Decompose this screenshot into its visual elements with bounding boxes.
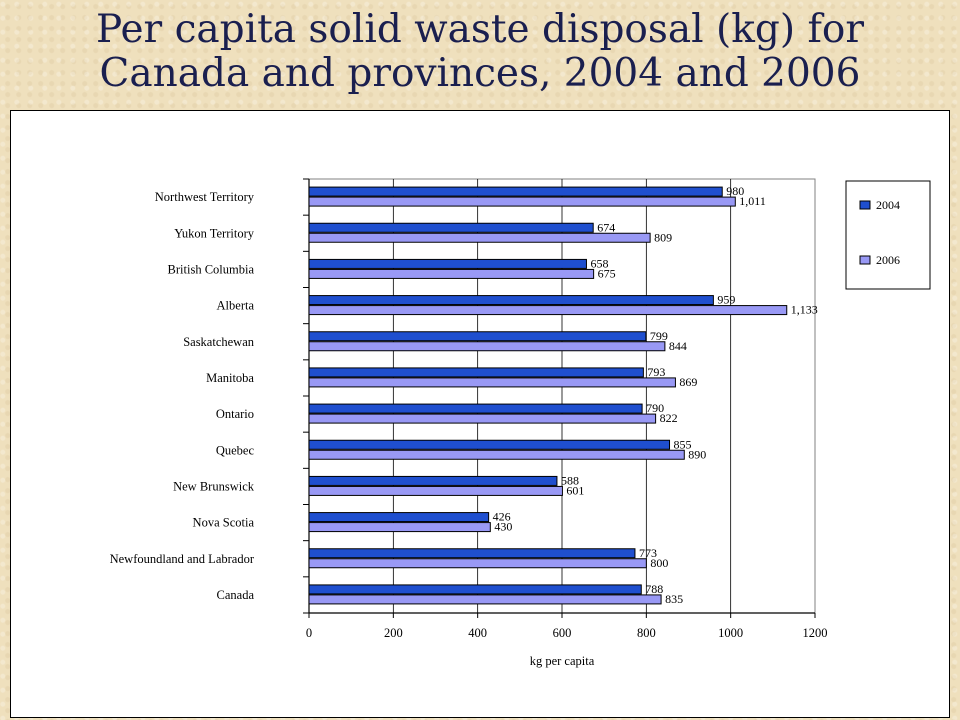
data-label: 790: [646, 401, 664, 415]
bar-2004-manitoba: [308, 367, 644, 378]
bar-2004-newfoundland-and-labrador: [308, 548, 636, 559]
data-label: 793: [647, 365, 665, 379]
category-label: Canada: [217, 588, 255, 602]
bar-2004-quebec: [308, 439, 671, 450]
bar-2006-alberta: [308, 305, 788, 316]
data-label: 426: [493, 510, 511, 524]
category-label: Saskatchewan: [183, 335, 255, 349]
category-label: Yukon Territory: [174, 226, 255, 240]
data-label: 658: [590, 256, 608, 270]
data-label: 890: [688, 447, 706, 461]
data-label: 773: [639, 546, 657, 560]
bar-2004-alberta: [308, 295, 714, 306]
bar-2004-yukon-territory: [308, 222, 594, 233]
data-label: 980: [726, 184, 744, 198]
x-tick-label: 400: [468, 626, 487, 640]
legend-label: 2006: [876, 253, 900, 267]
bar-2006-quebec: [308, 449, 685, 460]
data-label: 855: [674, 437, 692, 451]
category-label: Quebec: [216, 443, 255, 457]
bar-2006-northwest-territory: [308, 196, 736, 207]
bar-2004-british-columbia: [308, 258, 587, 269]
bar-2004-saskatchewan: [308, 331, 647, 342]
bar-2004-nova-scotia: [308, 512, 490, 523]
data-label: 1,011: [739, 194, 766, 208]
data-label: 809: [654, 230, 672, 244]
bar-2006-nova-scotia: [308, 522, 491, 533]
category-label: New Brunswick: [173, 479, 255, 493]
data-label: 800: [650, 556, 668, 570]
category-label: Manitoba: [206, 371, 254, 385]
data-label: 674: [597, 220, 615, 234]
x-tick-label: 200: [384, 626, 403, 640]
legend-box: [845, 180, 931, 290]
bar-2006-saskatchewan: [308, 341, 666, 352]
category-label: Nova Scotia: [193, 516, 255, 530]
category-label: Newfoundland and Labrador: [110, 552, 255, 566]
data-label: 601: [566, 483, 584, 497]
bar-2004-canada: [308, 584, 642, 595]
data-label: 430: [494, 520, 512, 534]
bar-2004-ontario: [308, 403, 643, 414]
slide-title: Per capita solid waste disposal (kg) for…: [0, 0, 960, 108]
bar-2006-yukon-territory: [308, 232, 651, 243]
bar-2006-british-columbia: [308, 268, 595, 279]
data-label: 588: [561, 473, 579, 487]
legend-swatch: [859, 200, 871, 210]
legend-swatch: [859, 255, 871, 265]
data-label: 788: [645, 582, 663, 596]
category-label: Ontario: [216, 407, 254, 421]
category-label: Northwest Territory: [155, 190, 255, 204]
data-label: 959: [717, 293, 735, 307]
bar-2006-new-brunswick: [308, 485, 563, 496]
bar-2006-manitoba: [308, 377, 676, 388]
bar-chart: 0 200 400 600 800 1000 1200 Northwest Territory…: [110, 178, 931, 668]
data-label: 799: [650, 329, 668, 343]
legend-label: 2004: [876, 198, 900, 212]
data-label: 675: [598, 266, 616, 280]
bar-2004-new-brunswick: [308, 475, 558, 486]
category-label: British Columbia: [168, 262, 255, 276]
x-axis-title: kg per capita: [530, 654, 595, 668]
bar-2004-northwest-territory: [308, 186, 723, 197]
x-tick-label: 1200: [803, 626, 828, 640]
bar-2006-canada: [308, 594, 662, 605]
chart-panel: 0 200 400 600 800 1000 1200 Northwest Territory…: [10, 110, 950, 718]
x-tick-label: 1000: [718, 626, 743, 640]
category-label: Alberta: [217, 299, 255, 313]
slide-title-line-1: Per capita solid waste disposal (kg) for: [95, 7, 865, 52]
data-label: 869: [679, 375, 697, 389]
data-label: 835: [665, 592, 683, 606]
slide-title-line-2: Canada and provinces, 2004 and 2006: [99, 51, 861, 96]
x-tick-label: 800: [637, 626, 656, 640]
x-tick-label: 0: [306, 626, 312, 640]
x-tick-label: 600: [553, 626, 572, 640]
data-label: 844: [669, 339, 687, 353]
bar-2006-newfoundland-and-labrador: [308, 558, 647, 569]
data-label: 1,133: [791, 303, 818, 317]
data-label: 822: [660, 411, 678, 425]
bar-2006-ontario: [308, 413, 657, 424]
